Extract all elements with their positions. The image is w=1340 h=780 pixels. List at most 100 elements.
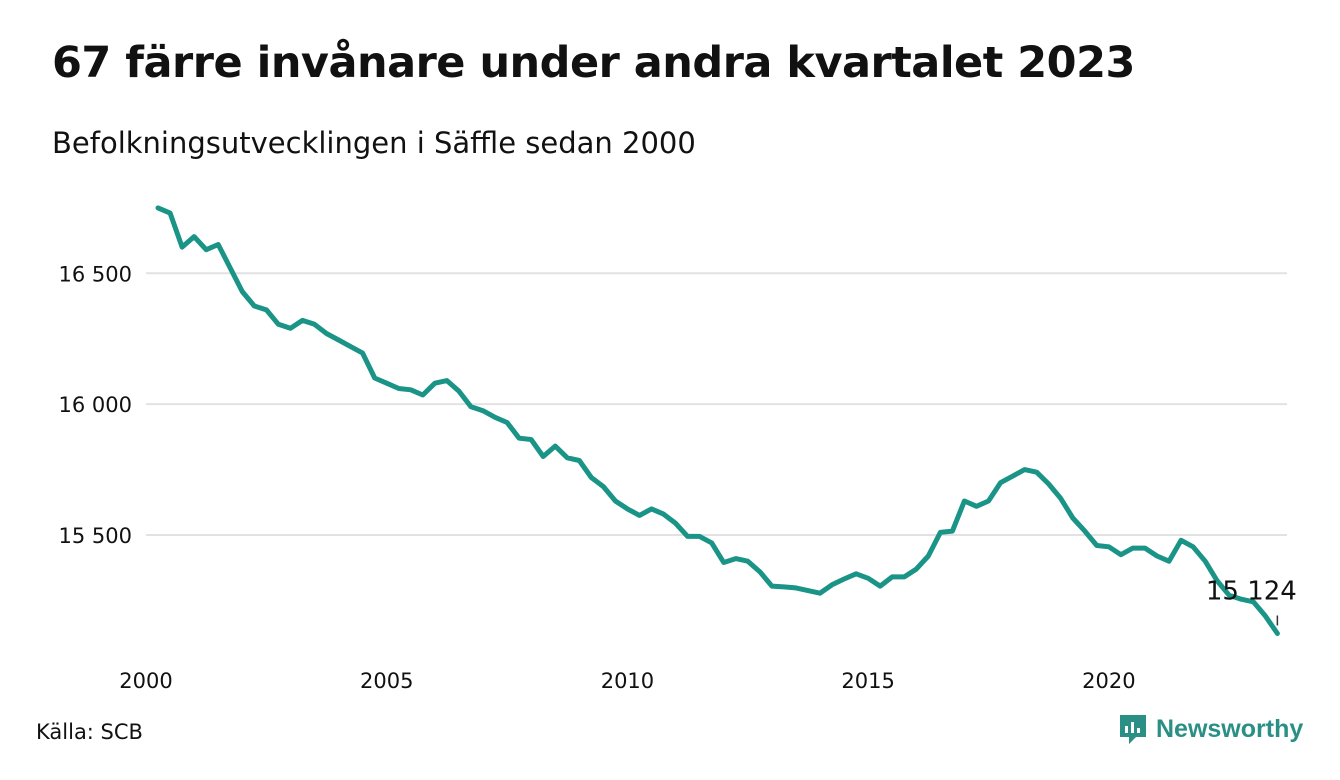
data-point (456, 389, 461, 394)
data-point (926, 554, 931, 559)
data-point (986, 499, 991, 504)
data-point (805, 588, 810, 593)
data-point (168, 211, 173, 216)
x-tick-label: 2000 (119, 669, 172, 693)
line-chart: 16 500 16 000 15 500 2000 2005 2010 2015 2020 15… (59, 205, 1297, 693)
data-point (444, 378, 449, 383)
data-point (769, 584, 774, 589)
data-point (938, 530, 943, 535)
data-point (962, 499, 967, 504)
data-point (204, 247, 209, 252)
data-point (793, 585, 798, 590)
newsworthy-logo-icon (1120, 715, 1146, 744)
data-point (649, 506, 654, 511)
brand-name: Newsworthy (1156, 714, 1304, 743)
data-point (1179, 538, 1184, 543)
data-point (517, 436, 522, 441)
data-point (384, 381, 389, 386)
data-point (637, 513, 642, 518)
data-point (1070, 516, 1075, 521)
data-point (709, 540, 714, 545)
data-point (625, 506, 630, 511)
data-point (733, 556, 738, 561)
data-point (288, 326, 293, 331)
data-point (878, 584, 883, 589)
data-point (541, 454, 546, 459)
x-tick-label: 2020 (1082, 669, 1135, 693)
data-point (1106, 544, 1111, 549)
chart-subtitle: Befolkningsutvecklingen i Säffle sedan 2… (52, 126, 696, 160)
data-point (192, 234, 197, 239)
data-point (1046, 482, 1051, 487)
data-point (830, 582, 835, 587)
y-tick-label: 16 500 (59, 262, 132, 286)
data-point (974, 504, 979, 509)
data-point (781, 584, 786, 589)
data-point (673, 521, 678, 526)
y-tick-label: 15 500 (59, 524, 132, 548)
data-point (685, 534, 690, 539)
source-label: Källa: SCB (36, 720, 143, 744)
data-point (420, 393, 425, 398)
data-point (601, 484, 606, 489)
data-point (1263, 613, 1268, 618)
data-point (252, 304, 257, 309)
data-point (565, 455, 570, 460)
data-point (372, 376, 377, 381)
data-point (553, 444, 558, 449)
data-point (1155, 554, 1160, 559)
end-value-label: 15 124 (1206, 576, 1297, 606)
data-point (300, 318, 305, 323)
data-point (505, 420, 510, 425)
data-point (336, 338, 341, 343)
data-point (180, 245, 185, 250)
data-point (1130, 546, 1135, 551)
data-point (324, 331, 329, 336)
data-point (661, 512, 666, 517)
data-point (745, 559, 750, 564)
data-point (312, 322, 317, 327)
x-tick-label: 2005 (360, 669, 413, 693)
data-point (1094, 543, 1099, 548)
data-point (228, 266, 233, 271)
chart-title: 67 färre invånare under andra kvartalet … (52, 38, 1135, 88)
population-line (155, 205, 1280, 636)
data-point (950, 529, 955, 534)
data-point (697, 534, 702, 539)
x-tick-label: 2010 (601, 669, 654, 693)
data-point (1034, 470, 1039, 475)
data-point (1167, 559, 1172, 564)
data-point (468, 404, 473, 409)
data-point (432, 381, 437, 386)
data-point (1118, 552, 1123, 557)
data-point (276, 322, 281, 327)
data-point (529, 437, 534, 442)
data-point (1010, 474, 1015, 479)
brand-logo: Newsworthy (1118, 712, 1303, 746)
data-point (854, 571, 859, 576)
data-point (1082, 529, 1087, 534)
data-point (589, 475, 594, 480)
data-point (1191, 544, 1196, 549)
data-point (348, 344, 353, 349)
data-point (1142, 546, 1147, 551)
data-point (842, 577, 847, 582)
data-point (481, 408, 486, 413)
data-point (998, 480, 1003, 485)
data-point (156, 205, 161, 210)
data-point (1022, 467, 1027, 472)
data-point (408, 387, 413, 392)
data-point (216, 242, 221, 247)
data-point (721, 560, 726, 565)
y-tick-label: 16 000 (59, 393, 132, 417)
data-point (613, 499, 618, 504)
data-point (890, 574, 895, 579)
data-point (902, 574, 907, 579)
data-point (577, 458, 582, 463)
data-point (493, 415, 498, 420)
data-point (360, 351, 365, 356)
data-point (1058, 496, 1063, 501)
data-point (264, 307, 269, 312)
data-point (1275, 631, 1280, 636)
data-point (396, 386, 401, 391)
